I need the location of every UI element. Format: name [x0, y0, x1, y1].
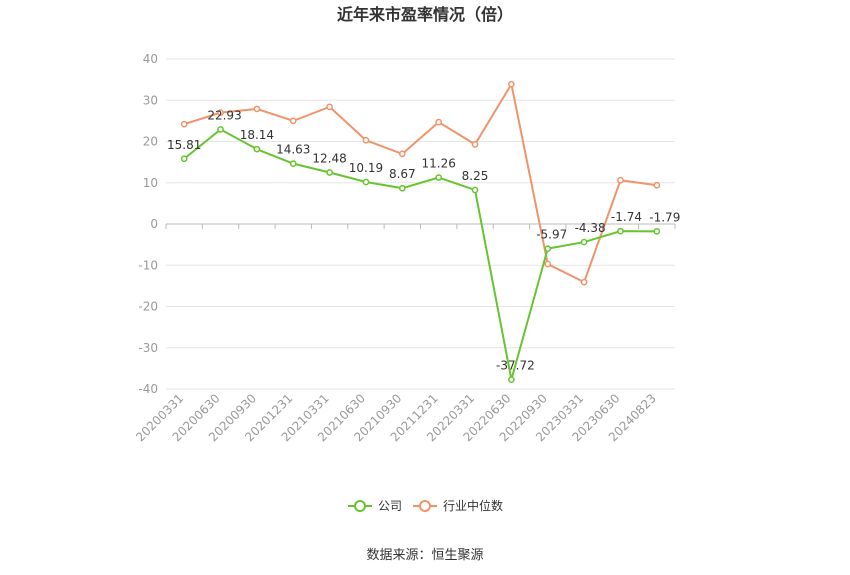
data-label: 12.48 — [312, 152, 346, 166]
legend-label: 行业中位数 — [443, 498, 503, 513]
data-point[interactable] — [180, 120, 188, 128]
data-point[interactable] — [289, 160, 297, 168]
source-note: 数据来源：恒生聚源 — [366, 548, 483, 563]
data-label: -4.38 — [575, 221, 606, 235]
data-point[interactable] — [580, 238, 588, 246]
data-label: 18.14 — [240, 128, 274, 142]
data-label: -1.79 — [649, 210, 680, 224]
data-label: 10.19 — [349, 161, 383, 175]
data-point[interactable] — [398, 150, 406, 158]
series-1 — [180, 80, 661, 286]
data-point[interactable] — [653, 181, 661, 189]
chart-title: 近年来市盈率情况（倍） — [337, 5, 513, 24]
data-point[interactable] — [544, 245, 552, 252]
data-label: 8.67 — [389, 167, 416, 181]
data-point[interactable] — [398, 184, 406, 192]
y-tick-label: 40 — [143, 52, 158, 66]
data-point[interactable] — [326, 103, 333, 111]
y-tick-label: 10 — [143, 176, 158, 190]
y-tick-label: 30 — [143, 93, 158, 107]
y-tick-label: -10 — [138, 258, 158, 272]
data-point[interactable] — [653, 228, 661, 235]
y-tick-label: -20 — [138, 300, 158, 314]
series-line — [183, 128, 657, 380]
data-point[interactable] — [508, 376, 515, 383]
data-point[interactable] — [544, 260, 552, 268]
legend-item-0[interactable]: 公司 — [348, 499, 402, 513]
data-label: -5.97 — [536, 228, 567, 242]
data-label: -37.72 — [496, 359, 535, 373]
data-point[interactable] — [471, 141, 479, 148]
data-point[interactable] — [435, 118, 443, 126]
y-tick-label: -30 — [138, 341, 158, 355]
data-point[interactable] — [580, 278, 588, 286]
y-tick-label: 0 — [150, 217, 158, 231]
y-tick-label: -40 — [138, 382, 158, 396]
data-point[interactable] — [362, 136, 370, 144]
data-point[interactable] — [253, 105, 261, 113]
data-point[interactable] — [362, 178, 370, 186]
data-point[interactable] — [289, 117, 297, 125]
data-point[interactable] — [508, 80, 515, 88]
data-point[interactable] — [217, 109, 224, 116]
data-point[interactable] — [180, 155, 188, 163]
legend-label: 公司 — [378, 499, 402, 513]
legend-swatch-marker — [354, 500, 366, 512]
data-point[interactable] — [617, 227, 624, 235]
data-label: 11.26 — [421, 157, 455, 171]
data-point[interactable] — [435, 174, 443, 181]
data-point[interactable] — [253, 145, 261, 153]
data-point[interactable] — [326, 169, 333, 176]
y-axis: 40 30 20 10 0 -10 -20 -30 -40 — [138, 52, 158, 396]
series-line — [183, 81, 657, 284]
data-label: 22.93 — [207, 108, 241, 122]
data-label: 14.63 — [276, 143, 310, 157]
legend-swatch-marker — [419, 500, 431, 512]
legend[interactable]: 公司 行业中位数 — [348, 498, 503, 513]
data-point[interactable] — [217, 126, 224, 133]
data-label: 8.25 — [462, 169, 489, 183]
data-point[interactable] — [617, 176, 624, 184]
data-label: -1.74 — [611, 210, 642, 224]
data-label: 15.81 — [167, 138, 201, 152]
legend-item-1[interactable]: 行业中位数 — [413, 498, 503, 513]
data-point[interactable] — [471, 186, 479, 194]
y-tick-label: 20 — [143, 135, 158, 149]
